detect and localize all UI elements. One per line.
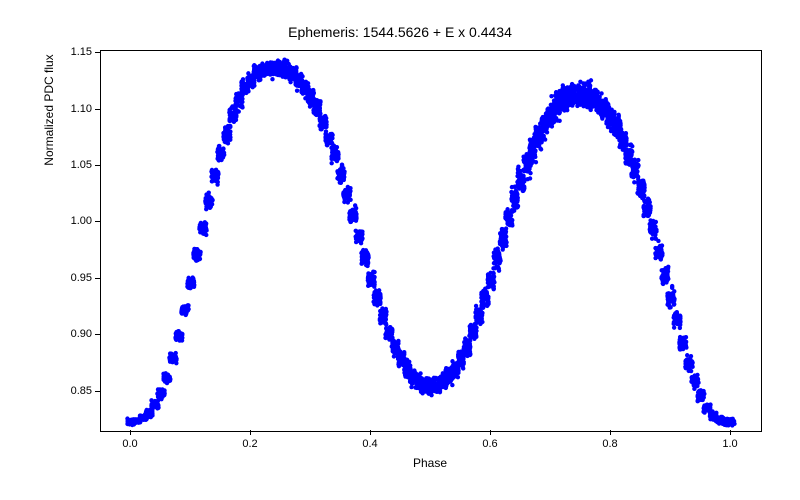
y-tick-mark	[95, 109, 100, 110]
x-tick-mark	[370, 430, 371, 435]
y-tick-label: 1.00	[60, 215, 92, 227]
y-tick-label: 0.95	[60, 272, 92, 284]
x-tick-mark	[490, 430, 491, 435]
y-tick-mark	[95, 334, 100, 335]
y-tick-label: 0.85	[60, 385, 92, 397]
x-tick-label: 0.2	[242, 438, 257, 450]
y-tick-mark	[95, 221, 100, 222]
y-tick-mark	[95, 52, 100, 53]
y-tick-mark	[95, 165, 100, 166]
x-tick-mark	[730, 430, 731, 435]
y-tick-label: 0.90	[60, 328, 92, 340]
x-tick-label: 0.8	[602, 438, 617, 450]
figure: Ephemeris: 1544.5626 + E x 0.4434 Phase …	[0, 0, 800, 500]
x-axis-label: Phase	[100, 456, 760, 470]
y-tick-mark	[95, 391, 100, 392]
x-tick-label: 0.4	[362, 438, 377, 450]
chart-title: Ephemeris: 1544.5626 + E x 0.4434	[0, 24, 800, 40]
plot-area	[100, 50, 762, 432]
y-tick-mark	[95, 278, 100, 279]
x-tick-mark	[610, 430, 611, 435]
x-tick-mark	[250, 430, 251, 435]
x-tick-label: 1.0	[722, 438, 737, 450]
y-axis-label: Normalized PDC flux	[42, 0, 56, 300]
y-tick-label: 1.10	[60, 103, 92, 115]
x-tick-label: 0.6	[482, 438, 497, 450]
y-tick-label: 1.05	[60, 159, 92, 171]
y-tick-label: 1.15	[60, 46, 92, 58]
x-tick-label: 0.0	[122, 438, 137, 450]
scatter-data-layer	[101, 51, 761, 431]
x-tick-mark	[130, 430, 131, 435]
